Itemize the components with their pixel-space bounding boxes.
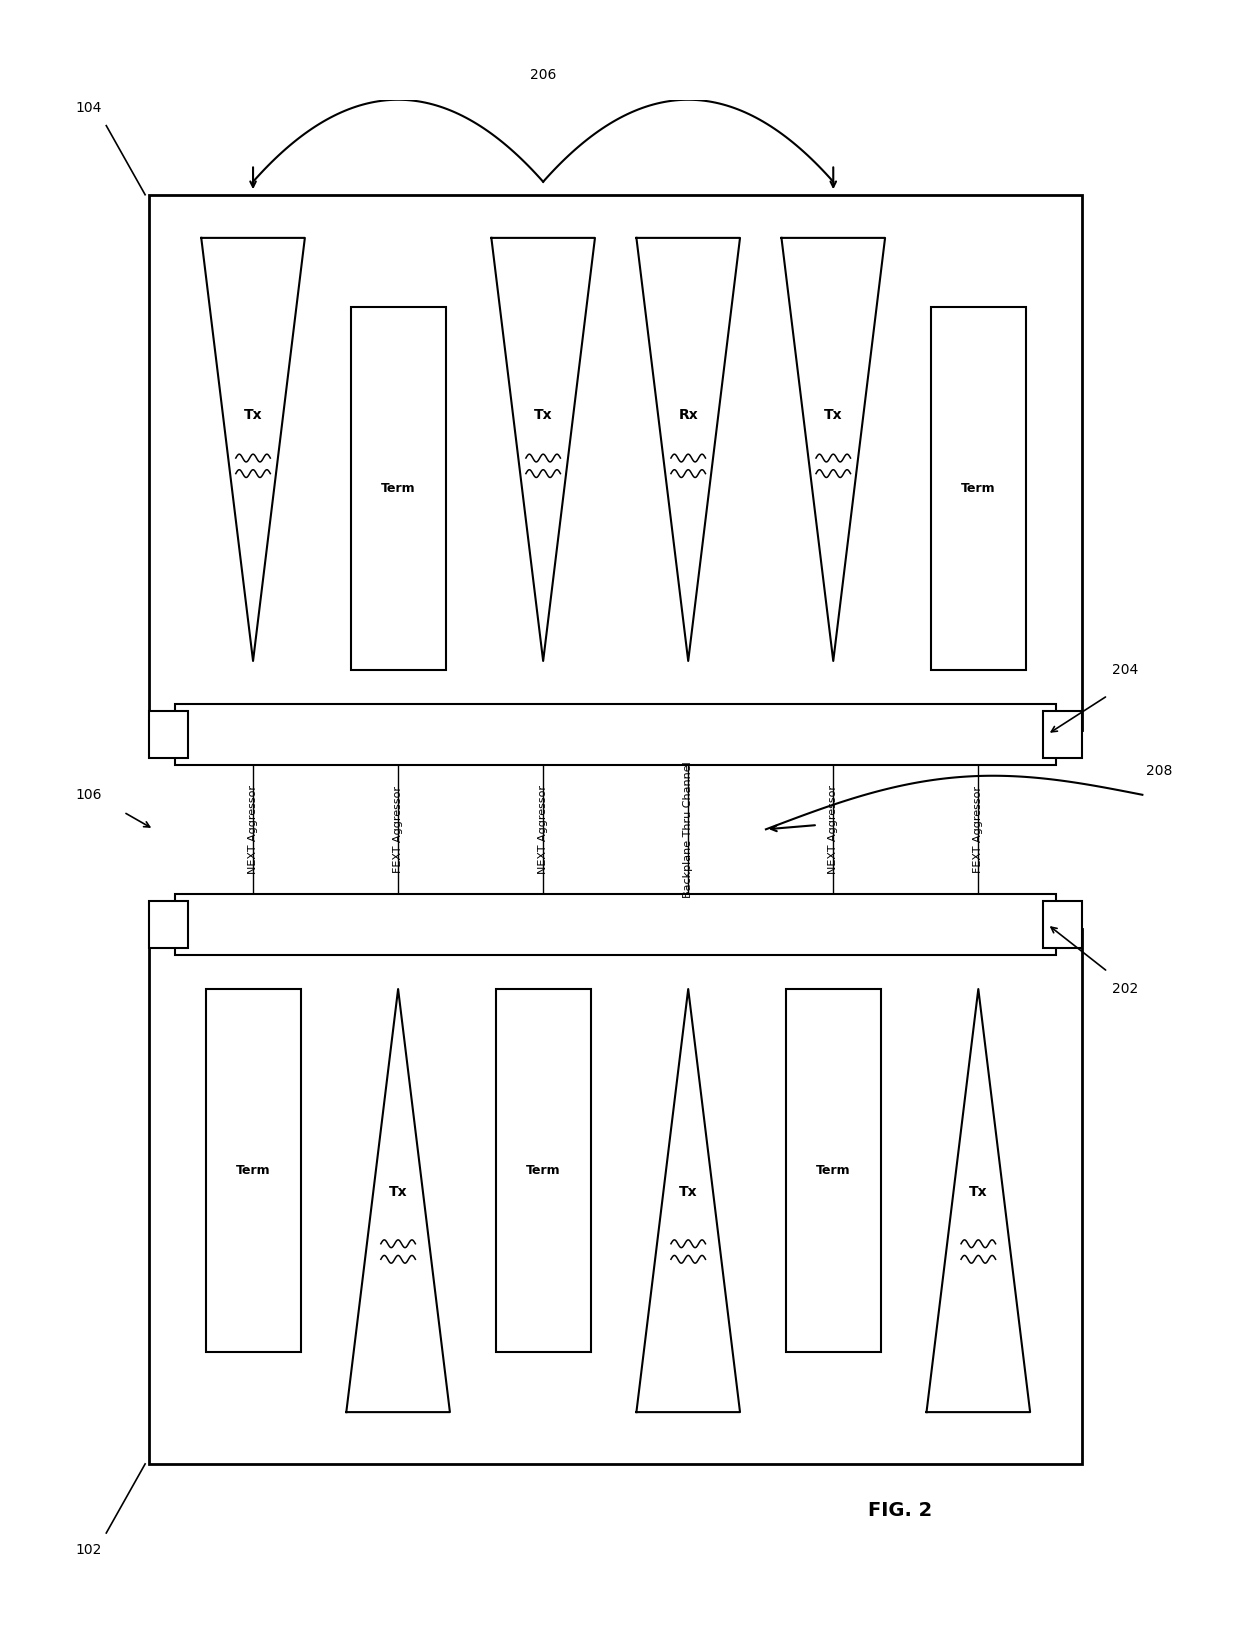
Bar	[496, 988, 590, 1351]
Bar	[351, 307, 445, 670]
Text: Tx: Tx	[534, 408, 553, 422]
Text: Term: Term	[381, 482, 415, 495]
Text: NEXT Aggressor: NEXT Aggressor	[248, 785, 258, 874]
Text: FEXT Aggressor: FEXT Aggressor	[393, 785, 403, 873]
Bar	[1043, 711, 1083, 757]
Polygon shape	[346, 988, 450, 1412]
Text: Tx: Tx	[968, 1185, 987, 1200]
Polygon shape	[926, 988, 1030, 1412]
Bar	[206, 988, 300, 1351]
Text: 106: 106	[76, 787, 102, 802]
Bar	[150, 195, 1083, 729]
Bar	[786, 988, 880, 1351]
Text: Term: Term	[236, 1163, 270, 1176]
Text: Tx: Tx	[678, 1185, 698, 1200]
Polygon shape	[781, 238, 885, 662]
Bar	[1043, 901, 1083, 947]
Text: Term: Term	[961, 482, 996, 495]
Text: Tx: Tx	[244, 408, 263, 422]
Text: FEXT Aggressor: FEXT Aggressor	[973, 785, 983, 873]
Text: Tx: Tx	[823, 408, 842, 422]
Text: NEXT Aggressor: NEXT Aggressor	[538, 785, 548, 874]
Text: Backplane Thru Channel: Backplane Thru Channel	[683, 761, 693, 898]
Bar	[150, 901, 188, 947]
Bar	[150, 711, 188, 757]
Text: 208: 208	[1147, 764, 1173, 777]
Text: NEXT Aggressor: NEXT Aggressor	[828, 785, 838, 874]
Polygon shape	[636, 988, 740, 1412]
Text: 102: 102	[76, 1543, 102, 1558]
Polygon shape	[636, 238, 740, 662]
Text: 206: 206	[529, 68, 557, 82]
Bar	[175, 894, 1056, 954]
Bar	[175, 705, 1056, 764]
Bar	[931, 307, 1025, 670]
Text: Rx: Rx	[678, 408, 698, 422]
Text: Tx: Tx	[389, 1185, 408, 1200]
Text: 104: 104	[76, 101, 102, 116]
Text: Term: Term	[526, 1163, 560, 1176]
Text: FIG. 2: FIG. 2	[868, 1502, 932, 1520]
Bar	[150, 929, 1083, 1464]
Polygon shape	[201, 238, 305, 662]
Text: Term: Term	[816, 1163, 851, 1176]
Polygon shape	[491, 238, 595, 662]
Text: 204: 204	[1112, 663, 1138, 676]
Text: 202: 202	[1112, 982, 1138, 997]
